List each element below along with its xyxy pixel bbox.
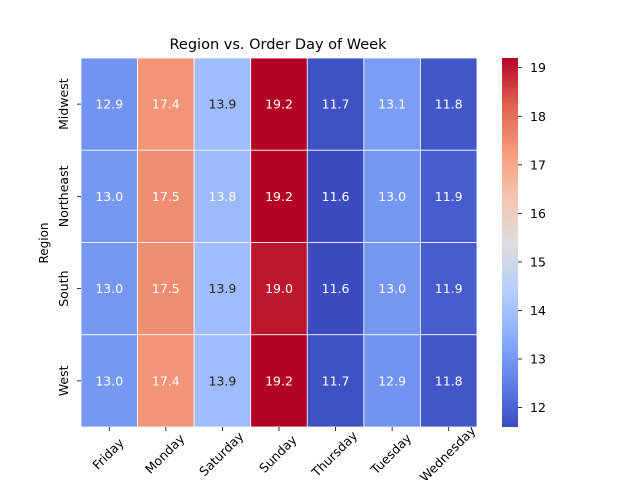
heatmap-cell — [137, 242, 195, 336]
x-tick-label: Tuesday — [367, 430, 415, 478]
heatmap-cells — [80, 57, 478, 428]
heatmap-cell — [306, 57, 365, 151]
colorbar-tick-label: 12 — [530, 400, 546, 415]
cell-value-label: 19.0 — [265, 281, 293, 296]
heatmap-cell — [363, 242, 421, 336]
cell-value-label: 13.9 — [209, 97, 237, 112]
cell-value-label: 19.2 — [265, 189, 293, 204]
heatmap-cell — [250, 57, 308, 151]
cell-value-label: 12.9 — [378, 373, 406, 388]
heatmap-cell — [80, 242, 138, 336]
cell-value-label: 13.0 — [95, 281, 123, 296]
y-tick-label: South — [56, 270, 71, 306]
colorbar-tick-label: 14 — [530, 303, 546, 318]
y-tick-label: Northeast — [56, 165, 71, 227]
y-tick-label: Midwest — [56, 78, 71, 130]
heatmap-cell — [363, 149, 421, 243]
cell-value-label: 11.9 — [435, 281, 463, 296]
cell-value-label: 11.9 — [435, 189, 463, 204]
colorbar-tick-label: 16 — [530, 206, 546, 221]
cell-value-label: 17.4 — [152, 97, 180, 112]
cell-value-label: 13.0 — [378, 281, 406, 296]
cell-value-label: 13.0 — [378, 189, 406, 204]
cell-value-label: 19.2 — [265, 373, 293, 388]
cell-value-label: 19.2 — [265, 97, 293, 112]
colorbar: 12 13 14 15 16 17 18 19 — [502, 58, 546, 427]
heatmap-cell — [137, 334, 195, 428]
cell-value-label: 17.5 — [152, 281, 180, 296]
y-axis-ticks: Midwest Northeast South West — [56, 78, 81, 396]
cell-value-label: 13.9 — [209, 281, 237, 296]
heatmap-cell — [137, 57, 195, 151]
x-axis-ticks: Friday Monday Saturday Sunday Thursday Tuesda… — [89, 423, 478, 480]
chart-title: Region vs. Order Day of Week — [170, 37, 388, 53]
colorbar-tick-label: 13 — [530, 352, 546, 367]
heatmap-cell — [363, 334, 421, 428]
cell-value-label: 11.8 — [435, 373, 463, 388]
colorbar-tick-label: 15 — [530, 254, 546, 269]
heatmap-cell — [420, 334, 478, 428]
x-tick-label: Friday — [89, 435, 127, 473]
y-tick-label: West — [56, 365, 71, 396]
cell-value-label: 17.4 — [152, 373, 180, 388]
heatmap-cell — [250, 334, 308, 428]
colorbar-tick-label: 17 — [530, 157, 546, 172]
x-tick-label: Wednesday — [417, 423, 479, 480]
cell-value-label: 13.0 — [95, 189, 123, 204]
colorbar-tick-label: 19 — [530, 60, 546, 75]
cell-value-label: 11.6 — [322, 189, 350, 204]
heatmap-cell — [250, 242, 308, 336]
heatmap-cell — [306, 242, 365, 336]
cell-value-label: 13.9 — [209, 373, 237, 388]
cell-value-label: 11.7 — [322, 373, 350, 388]
cell-value-label: 17.5 — [152, 189, 180, 204]
colorbar-gradient — [502, 58, 518, 427]
cell-value-labels: 12.9 17.4 13.9 19.2 11.7 13.1 11.8 13.0 17.5 13.8… — [95, 97, 462, 389]
cell-value-label: 13.1 — [378, 97, 406, 112]
x-tick-label: Sunday — [256, 432, 300, 476]
x-tick-label: Saturday — [196, 428, 247, 479]
heatmap-cell — [80, 334, 138, 428]
cell-value-label: 13.8 — [209, 189, 237, 204]
heatmap-cell — [420, 242, 478, 336]
x-tick-label: Thursday — [308, 428, 361, 480]
heatmap-cell — [363, 57, 421, 151]
heatmap-cell — [306, 149, 365, 243]
y-axis-label: Region — [37, 222, 51, 263]
cell-value-label: 12.9 — [95, 97, 123, 112]
heatmap-cell — [420, 149, 478, 243]
heatmap-cell — [193, 242, 252, 336]
cell-value-label: 11.6 — [322, 281, 350, 296]
colorbar-tick-label: 18 — [530, 109, 546, 124]
cell-value-label: 11.8 — [435, 97, 463, 112]
heatmap-cell — [80, 57, 138, 151]
cell-value-label: 11.7 — [322, 97, 350, 112]
x-tick-label: Monday — [142, 431, 188, 477]
heatmap-cell — [193, 57, 252, 151]
cell-value-label: 13.0 — [95, 373, 123, 388]
heatmap-cell — [193, 149, 252, 243]
